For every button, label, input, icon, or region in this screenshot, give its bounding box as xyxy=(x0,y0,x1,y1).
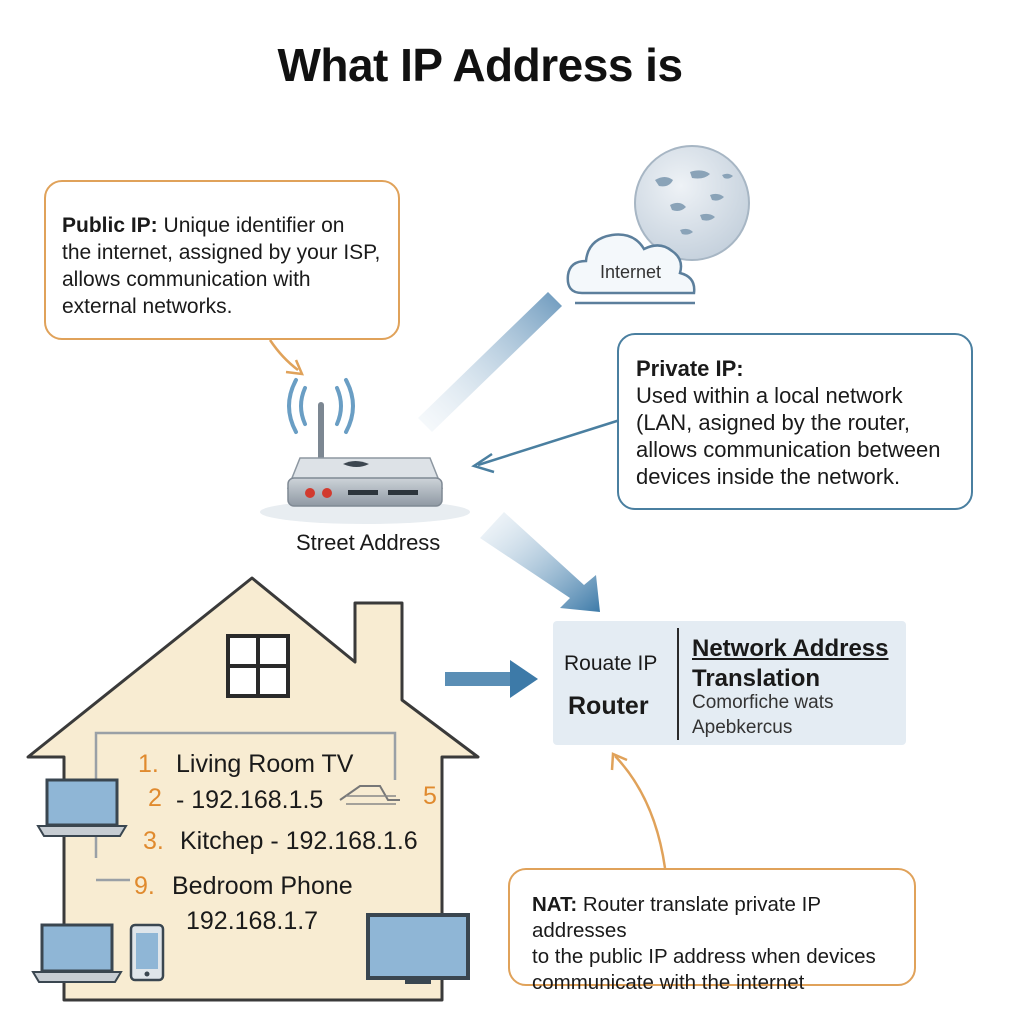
public-ip-callout: Public IP: Unique identifier on the inte… xyxy=(44,180,400,340)
router-panel-sub-line: Apebkercus xyxy=(692,717,793,738)
private-arrow xyxy=(477,418,621,467)
public-ip-line: external networks. xyxy=(62,295,233,318)
device-ip: - 192.168.1.5 xyxy=(176,786,324,814)
router-panel xyxy=(553,621,906,745)
nat-line: Router translate private IP addresses xyxy=(532,893,821,942)
globe-icon xyxy=(634,145,750,261)
router-panel-left-line: Rouate IP xyxy=(564,652,658,675)
phone-icon xyxy=(129,923,165,982)
public-arrow xyxy=(268,339,299,371)
tv-icon xyxy=(366,913,470,984)
internet-label: Internet xyxy=(600,262,662,282)
laptop-icon xyxy=(36,778,128,837)
private-ip-line: devices inside the network. xyxy=(636,464,901,489)
device-label: Bedroom Phone xyxy=(172,872,353,900)
device-number: 5 xyxy=(423,782,437,810)
router-panel-title-line: Translation xyxy=(692,665,821,692)
page-title: What IP Address is xyxy=(277,39,683,91)
router-panel-divider xyxy=(677,628,679,740)
cloud-icon xyxy=(566,233,696,305)
public-ip-term: Public IP: xyxy=(62,214,158,237)
device-ip: 192.168.1.7 xyxy=(186,907,319,935)
house-window xyxy=(226,634,290,698)
device-label: Kitchep - 192.168.1.6 xyxy=(180,827,418,855)
router-beam xyxy=(480,512,600,612)
private-ip-term: Private IP: xyxy=(636,356,744,381)
nat-callout: NAT: Router translate private IP address… xyxy=(508,868,916,994)
device-number: 3. xyxy=(143,827,164,855)
house-arrow xyxy=(445,660,538,698)
public-ip-line: the internet, assigned by your ISP, xyxy=(62,241,381,264)
nat-line: communicate with the internet xyxy=(532,971,805,994)
internet-beam xyxy=(418,292,562,432)
nat-term: NAT: xyxy=(532,893,578,916)
device-number: 2 xyxy=(148,784,162,812)
router-panel-router: Router xyxy=(568,692,649,720)
nat-arrow xyxy=(614,755,667,869)
private-ip-line: (LAN, asigned by the router, xyxy=(636,410,910,435)
device-label: Living Room TV xyxy=(176,750,354,778)
router-icon xyxy=(260,402,470,524)
public-ip-line: Unique identifier on xyxy=(163,214,345,237)
router-panel-sub-line: Comorfiche wats xyxy=(692,692,834,713)
router-panel-title: Network Address Translation xyxy=(692,634,902,694)
laptop-icon-2 xyxy=(31,923,123,983)
private-ip-callout: Private IP: Used within a local network … xyxy=(617,333,973,510)
nat-line: to the public IP address when devices xyxy=(532,945,876,968)
router-panel-title-line: Network Address xyxy=(692,635,889,662)
private-ip-line: allows communication between xyxy=(636,437,941,462)
router-label: Street Address xyxy=(296,530,441,555)
wifi-icon xyxy=(287,378,355,434)
device-number: 9. xyxy=(134,872,155,900)
private-ip-line: Used within a local network xyxy=(636,383,903,408)
device-number: 1. xyxy=(138,750,159,778)
router-panel-subtitle: Comorfiche wats Apebkercus xyxy=(692,690,902,740)
public-ip-line: allows communication with xyxy=(62,268,311,291)
